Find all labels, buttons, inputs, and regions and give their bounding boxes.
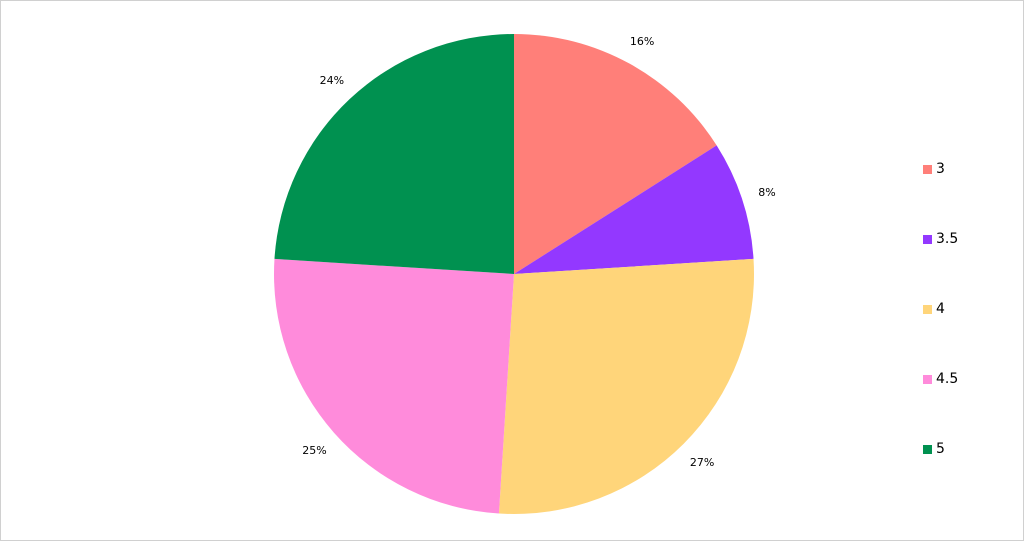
legend-label: 5	[936, 441, 945, 457]
data-label: 16%	[630, 35, 654, 48]
legend: 3 3.5 4 4.5 5	[923, 134, 958, 510]
legend-swatch	[923, 304, 932, 314]
data-label: 8%	[758, 186, 775, 199]
legend-swatch	[923, 234, 932, 244]
legend-label: 4.5	[936, 371, 959, 387]
legend-label: 3.5	[936, 231, 959, 247]
legend-swatch	[923, 444, 932, 454]
legend-item: 4	[923, 274, 958, 344]
pie-slice-4-5	[273, 258, 514, 514]
data-label: 27%	[690, 456, 714, 469]
legend-swatch	[923, 374, 932, 384]
data-label: 24%	[320, 74, 344, 87]
legend-item: 5	[923, 414, 958, 484]
legend-label: 4	[936, 301, 945, 317]
legend-label: 3	[936, 161, 945, 177]
pie-slice-3	[514, 34, 717, 274]
pie-slice-4	[498, 258, 754, 514]
legend-item: 3.5	[923, 204, 958, 274]
legend-item: 4.5	[923, 344, 958, 414]
pie-slice-3-5	[514, 145, 754, 274]
legend-swatch	[923, 164, 932, 174]
pie-slice-5	[274, 34, 514, 274]
legend-item: 3	[923, 134, 958, 204]
data-label: 25%	[302, 444, 326, 457]
